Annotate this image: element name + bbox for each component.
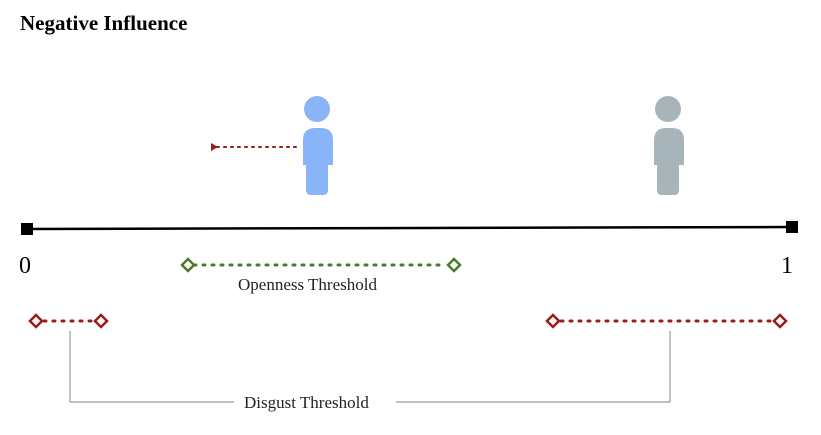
disgust-right-start-diamond	[545, 313, 561, 329]
disgust-threshold-left-range	[28, 313, 109, 329]
openness-left-diamond	[180, 257, 196, 273]
disgust-threshold-label: Disgust Threshold	[244, 393, 369, 412]
axis-min-label: 0	[19, 253, 31, 279]
axis-end-marker	[786, 221, 798, 233]
opinion-axis-line	[26, 225, 793, 231]
axis-start-marker	[21, 223, 33, 235]
disgust-left-start-diamond	[28, 313, 44, 329]
disgust-threshold-bracket	[69, 331, 671, 403]
openness-threshold-label: Openness Threshold	[238, 275, 377, 294]
other-person-icon	[654, 96, 684, 195]
openness-right-diamond	[446, 257, 462, 273]
disgust-left-end-diamond	[93, 313, 109, 329]
axis-max-label: 1	[781, 253, 793, 279]
disgust-threshold-right-range	[545, 313, 788, 329]
influencer-person-icon	[303, 96, 333, 195]
diagram-title: Negative Influence	[20, 11, 187, 35]
disgust-right-end-diamond	[772, 313, 788, 329]
openness-threshold-range	[180, 257, 462, 273]
